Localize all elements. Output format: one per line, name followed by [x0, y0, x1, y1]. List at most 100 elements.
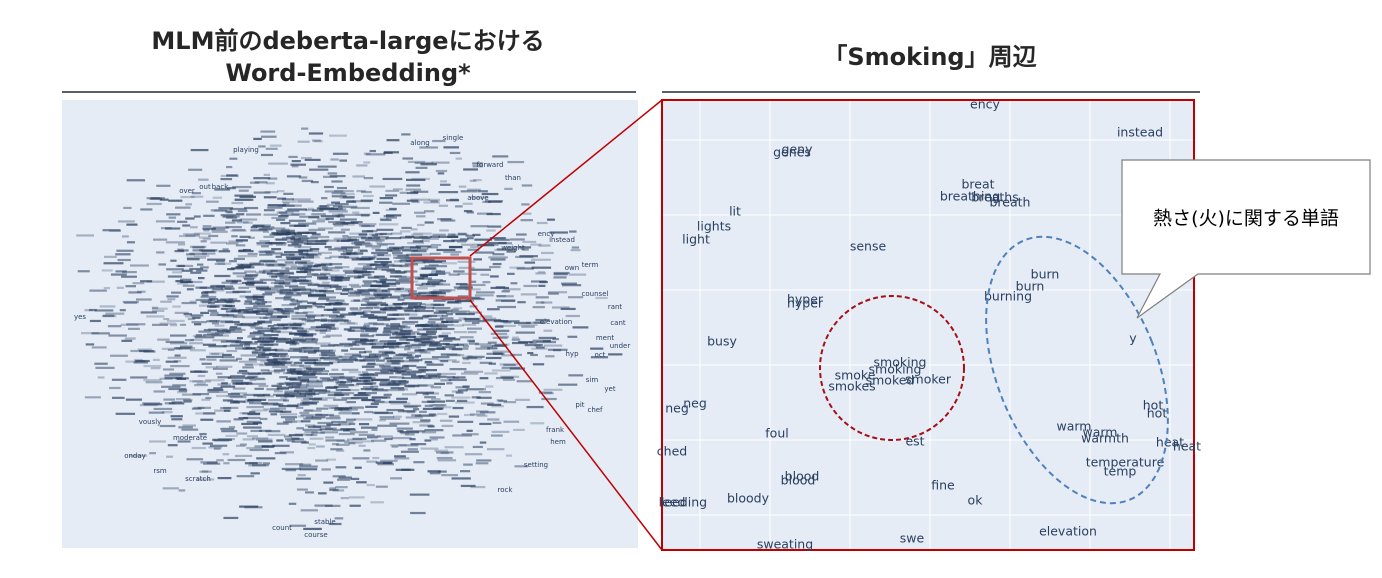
word-mark	[207, 388, 224, 392]
word-mark	[375, 266, 390, 269]
word-mark	[429, 342, 450, 346]
right-title: 「Smoking」周辺	[823, 43, 1036, 71]
word-mark	[365, 153, 386, 156]
word-mark	[349, 232, 368, 235]
word-mark	[367, 436, 378, 439]
word-mark	[336, 443, 350, 446]
word-mark	[268, 352, 288, 356]
word-mark	[226, 174, 238, 177]
word-mark	[531, 266, 552, 269]
word-mark	[340, 193, 355, 196]
word: rock	[498, 486, 514, 494]
word-mark	[135, 298, 152, 301]
word-mark	[453, 285, 473, 289]
word-mark	[298, 262, 314, 265]
word-mark	[498, 242, 513, 245]
word-mark	[390, 477, 403, 480]
word-mark	[463, 370, 484, 373]
word-mark	[323, 185, 334, 189]
word-mark	[235, 341, 253, 344]
word-mark	[551, 306, 570, 309]
word-mark	[314, 364, 330, 367]
word-mark	[178, 347, 193, 350]
word-mark	[390, 444, 407, 447]
word-mark	[371, 389, 389, 392]
word-mark	[360, 426, 378, 429]
word-mark	[315, 459, 329, 462]
word-mark	[409, 493, 430, 496]
word-mark	[446, 313, 453, 316]
word-mark	[222, 453, 230, 456]
word-mark	[312, 209, 324, 212]
word-mark	[294, 387, 314, 390]
word-mark	[329, 488, 339, 492]
word-mark	[273, 390, 283, 393]
word-mark	[443, 146, 459, 149]
word-mark	[242, 221, 253, 224]
word-mark	[451, 396, 471, 399]
word-mark	[311, 431, 325, 434]
word-mark	[305, 275, 312, 278]
word-mark	[372, 456, 380, 460]
word-mark	[414, 161, 434, 165]
word-mark	[84, 396, 101, 399]
word-mark	[405, 360, 420, 363]
word-mark	[263, 408, 280, 411]
word-mark	[159, 377, 173, 380]
word: neg	[683, 396, 707, 411]
word-mark	[249, 302, 260, 305]
word-mark	[277, 290, 297, 293]
word-mark	[343, 429, 351, 432]
word-mark	[262, 311, 274, 314]
word-mark	[333, 237, 347, 240]
word-mark	[307, 295, 327, 298]
word-mark	[372, 411, 389, 414]
word-mark	[331, 213, 343, 216]
word-mark	[214, 409, 232, 412]
word-mark	[309, 248, 320, 251]
word-mark	[530, 280, 547, 283]
word-mark	[359, 376, 372, 380]
word-mark	[230, 392, 248, 395]
word-mark	[487, 241, 507, 245]
word-mark	[393, 260, 403, 263]
word-mark	[323, 291, 343, 295]
word-mark	[325, 217, 334, 220]
word-mark	[465, 234, 475, 237]
word-mark	[419, 351, 431, 354]
word-mark	[380, 279, 396, 282]
word-mark	[226, 349, 238, 353]
word-mark	[321, 266, 328, 269]
word-mark	[514, 321, 531, 325]
word-mark	[399, 265, 414, 268]
word-mark	[386, 408, 405, 412]
word-mark	[256, 356, 270, 359]
word-mark	[312, 139, 321, 142]
word-mark	[346, 428, 357, 431]
word-mark	[397, 376, 405, 379]
word-mark	[426, 282, 440, 286]
word-mark	[451, 308, 459, 311]
word-mark	[365, 368, 380, 371]
word-mark	[341, 246, 360, 249]
word-mark	[386, 270, 402, 273]
word-mark	[351, 242, 371, 245]
word-mark	[254, 349, 261, 352]
word-mark	[308, 228, 326, 231]
word-mark	[425, 330, 437, 334]
word-mark	[310, 181, 319, 184]
word-mark	[243, 311, 259, 314]
word: ency	[538, 230, 555, 238]
word-mark	[356, 189, 366, 193]
word-mark	[226, 187, 236, 190]
word-mark	[567, 335, 578, 338]
word-mark	[236, 275, 253, 278]
word-mark	[292, 198, 311, 201]
word-mark	[479, 441, 487, 444]
word-mark	[469, 413, 486, 416]
word-mark	[467, 237, 474, 240]
word-mark	[396, 397, 408, 400]
word-mark	[283, 295, 292, 299]
word-mark	[311, 213, 326, 216]
word-mark	[423, 210, 435, 213]
